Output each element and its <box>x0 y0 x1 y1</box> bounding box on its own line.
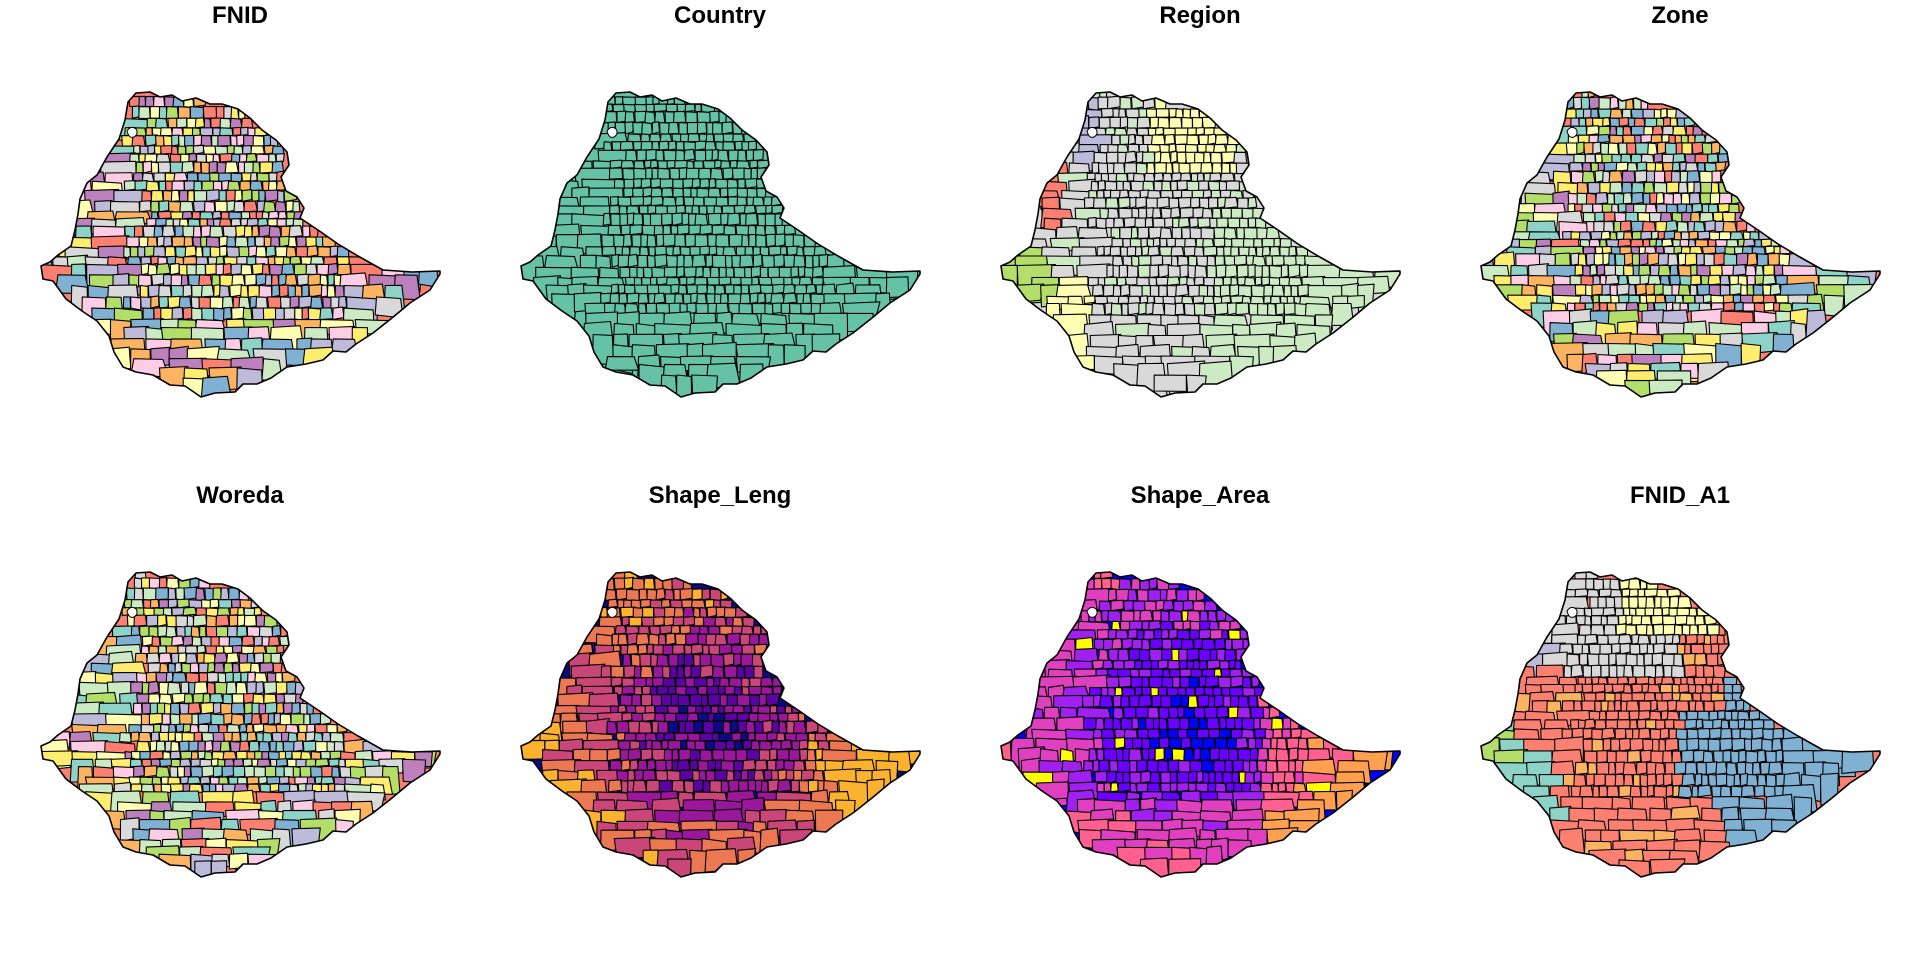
map-panel-region: Region <box>960 0 1440 480</box>
map-country <box>520 91 921 398</box>
map-shape-area <box>1000 571 1401 878</box>
map-panel-country: Country <box>480 0 960 480</box>
map-shape-leng <box>520 571 921 878</box>
map-panel-shape-area: Shape_Area <box>960 480 1440 960</box>
map-zone <box>1480 91 1881 398</box>
map-fnid-a1 <box>1480 571 1881 878</box>
panel-title: Woreda <box>196 482 284 509</box>
map-panel-zone: Zone <box>1440 0 1920 480</box>
map-panel-fnid: FNID <box>0 0 480 480</box>
map-fnid <box>40 91 441 398</box>
map-woreda <box>40 571 441 878</box>
panel-title: Zone <box>1651 2 1709 29</box>
panel-title: Shape_Leng <box>648 482 792 509</box>
map-panel-shape-leng: Shape_Leng <box>480 480 960 960</box>
panel-title: Region <box>1159 2 1241 29</box>
panel-title: FNID_A1 <box>1629 482 1731 509</box>
map-panel-woreda: Woreda <box>0 480 480 960</box>
map-panel-fnid-a1: FNID_A1 <box>1440 480 1920 960</box>
panel-title: Country <box>674 2 766 29</box>
map-region <box>1000 91 1401 398</box>
panel-title: Shape_Area <box>1130 482 1270 509</box>
panel-title: FNID <box>212 2 268 29</box>
